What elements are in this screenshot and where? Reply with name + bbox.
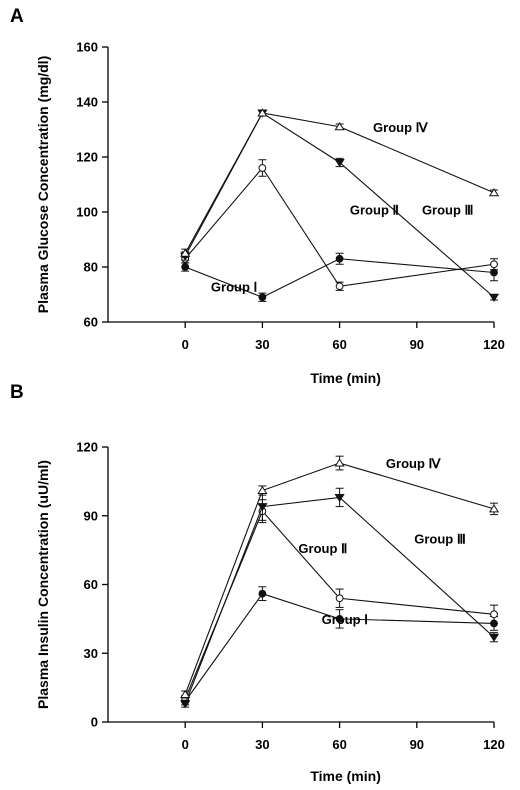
insulin-group-iii-line (184, 496, 495, 704)
glucose-group-ii-point (258, 164, 267, 172)
glucose-group-i-point (335, 254, 344, 263)
glucose-group-iv-point (334, 122, 345, 131)
panel-letter-a: A (10, 6, 24, 27)
glucose-group-ii-point (335, 282, 344, 291)
glucose-group-iii-label: Group Ⅲ (422, 202, 474, 217)
glucose-group-i-point (181, 263, 190, 271)
glucose-y-tick-label: 160 (76, 40, 98, 55)
insulin-y-tick-label: 60 (84, 577, 98, 592)
glucose-chart: 60 80 100 120 140 160 0 30 60 90 120 Group Ⅰ Group Ⅱ… (76, 40, 505, 353)
insulin-group-ii-label: Group Ⅱ (298, 541, 347, 556)
glucose-group-ii-line (184, 167, 495, 287)
glucose-y-tick-label: 100 (76, 205, 98, 220)
insulin-group-i-label: Group Ⅰ (322, 612, 368, 627)
insulin-y-tick-label: 90 (84, 508, 98, 523)
insulin-group-iii-label: Group Ⅲ (414, 532, 466, 547)
insulin-group-iv-point (334, 458, 345, 467)
insulin-x-tick-label: 90 (410, 737, 424, 752)
insulin-x-axis-title: Time (min) (310, 768, 381, 784)
panel-letter-b: B (10, 382, 24, 403)
insulin-y-axis-title: Plasma Insulin Concentration (uU/ml) (35, 460, 51, 709)
glucose-group-i-label: Group Ⅰ (211, 279, 257, 294)
insulin-group-iii-point (334, 493, 345, 503)
glucose-x-tick-label: 120 (483, 337, 505, 352)
glucose-group-i-line (184, 258, 495, 298)
glucose-x-tick-label: 0 (182, 337, 189, 352)
insulin-x-tick-label: 60 (332, 737, 346, 752)
glucose-group-ii-point (490, 260, 498, 269)
glucose-y-tick-label: 60 (84, 315, 98, 330)
glucose-group-iv-line (184, 112, 495, 254)
insulin-x-tick-label: 0 (182, 737, 189, 752)
insulin-group-iii-point (488, 633, 500, 642)
insulin-y-tick-label: 120 (76, 440, 98, 455)
glucose-group-iii-point (488, 293, 500, 302)
glucose-group-i-point (258, 293, 267, 302)
insulin-chart: 0 30 60 90 120 0 30 60 90 120 Group Ⅰ Group Ⅱ Group … (76, 440, 505, 753)
insulin-group-ii-point (335, 594, 344, 603)
insulin-group-i-point (258, 589, 267, 598)
insulin-y-tick-label: 0 (91, 715, 98, 730)
insulin-group-iv-label: Group Ⅳ (386, 456, 442, 471)
insulin-group-iv-line (184, 462, 495, 695)
insulin-group-iii-point (257, 503, 268, 512)
insulin-y-tick-label: 30 (84, 646, 98, 661)
glucose-group-iv-point (257, 108, 268, 117)
glucose-y-axis-title: Plasma Glucose Concentration (mg/dl) (35, 56, 51, 314)
glucose-y-tick-label: 140 (76, 95, 98, 110)
insulin-group-iv-point (180, 689, 191, 698)
glucose-x-axis-title: Time (min) (310, 370, 381, 386)
insulin-group-iii-point (180, 700, 191, 709)
glucose-x-tick-label: 90 (410, 337, 424, 352)
insulin-group-iv-point (257, 485, 268, 494)
insulin-group-ii-point (490, 610, 498, 619)
glucose-x-tick-label: 30 (255, 337, 269, 352)
insulin-x-tick-label: 30 (255, 737, 269, 752)
glucose-group-ii-label: Group Ⅱ (350, 202, 399, 217)
insulin-group-i-point (335, 614, 344, 623)
glucose-group-iv-point (180, 248, 191, 257)
insulin-group-iv-point (488, 504, 500, 513)
glucose-group-iv-label: Group Ⅳ (373, 120, 429, 135)
glucose-y-tick-label: 80 (84, 260, 98, 275)
glucose-group-iv-point (488, 188, 500, 197)
glucose-y-tick-label: 120 (76, 150, 98, 165)
insulin-x-tick-label: 120 (483, 737, 505, 752)
glucose-x-tick-label: 60 (332, 337, 346, 352)
glucose-group-iii-point (334, 159, 345, 168)
insulin-group-i-line (184, 593, 495, 702)
glucose-group-iii-line (184, 112, 495, 298)
